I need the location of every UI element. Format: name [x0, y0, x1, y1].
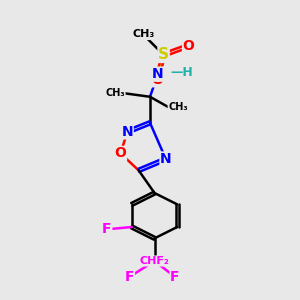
- Text: O: O: [183, 39, 194, 53]
- Text: CH₃: CH₃: [106, 88, 125, 98]
- Text: F: F: [170, 270, 180, 284]
- Text: O: O: [151, 73, 163, 87]
- Text: F: F: [125, 270, 134, 284]
- Text: N: N: [122, 125, 133, 139]
- Text: CHF₂: CHF₂: [140, 256, 170, 266]
- Text: —H: —H: [170, 67, 193, 80]
- Text: CH₃: CH₃: [168, 102, 188, 112]
- Text: F: F: [102, 222, 112, 236]
- Text: CH₃: CH₃: [132, 29, 154, 40]
- Text: O: O: [115, 146, 127, 161]
- Text: N: N: [152, 67, 164, 81]
- Text: N: N: [160, 152, 172, 166]
- Text: S: S: [158, 47, 169, 62]
